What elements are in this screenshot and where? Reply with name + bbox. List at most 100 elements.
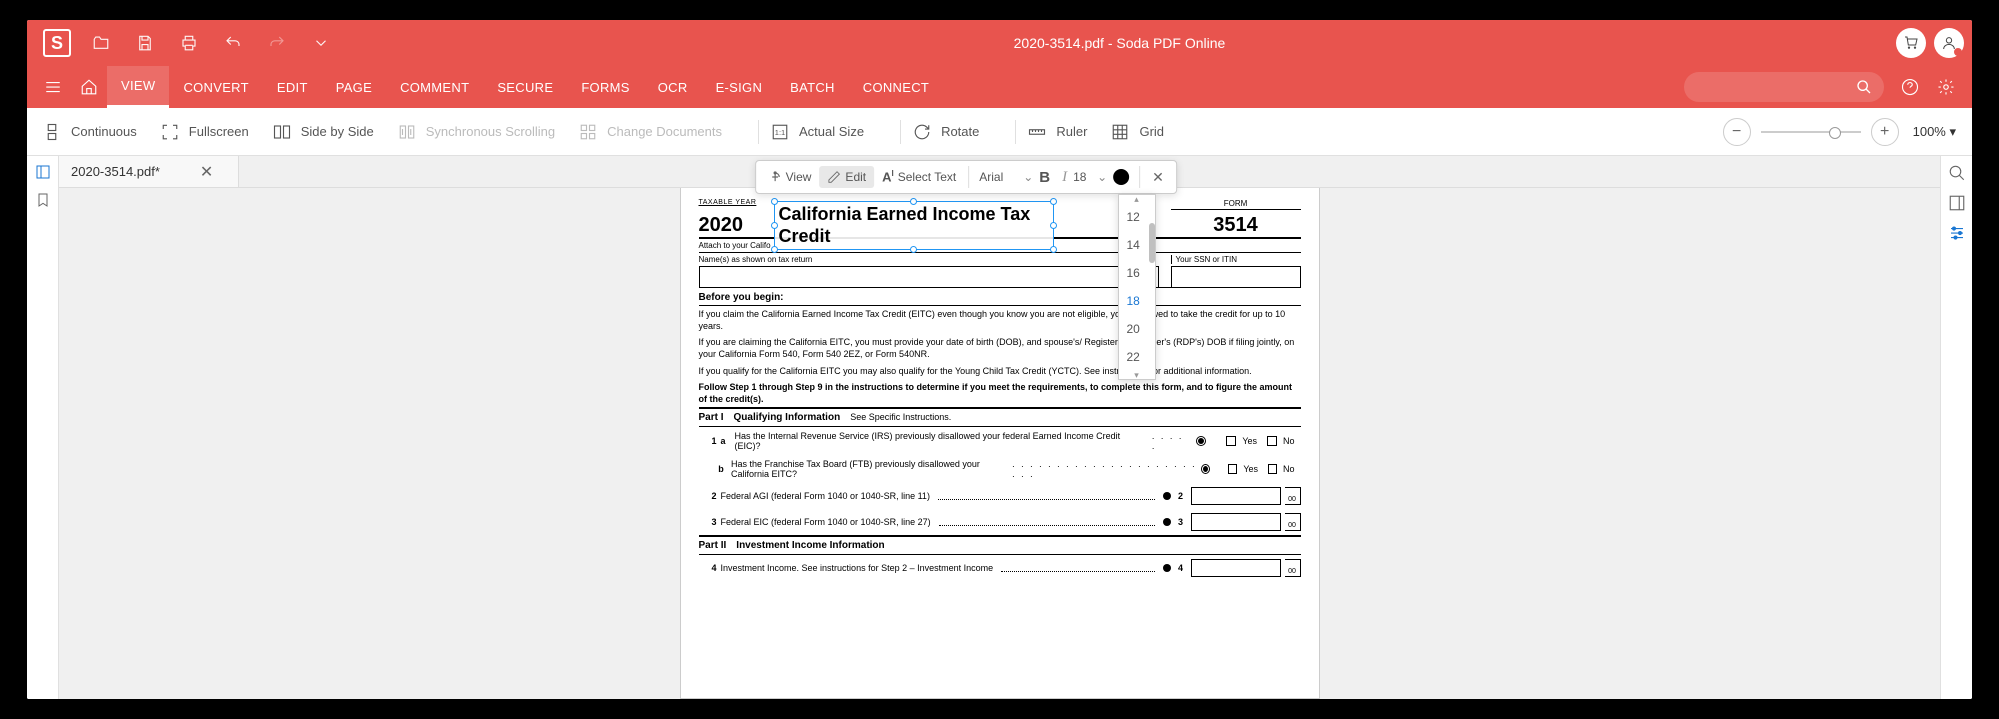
- part1-title: Qualifying Information: [734, 412, 841, 423]
- view-toolbar: Continuous Fullscreen Side by Side Synch…: [27, 108, 1972, 156]
- font-dropdown-icon[interactable]: ⌄: [1023, 170, 1033, 184]
- size-dropdown-icon[interactable]: ⌄: [1097, 170, 1107, 184]
- menu-comment[interactable]: COMMENT: [386, 66, 483, 108]
- adjust-panel-icon[interactable]: [1948, 224, 1966, 242]
- zoom-out-button[interactable]: −: [1723, 118, 1751, 146]
- q1b-yes[interactable]: [1228, 464, 1237, 474]
- left-rail: [27, 156, 59, 699]
- form-number: 3514: [1171, 214, 1301, 237]
- menu-forms[interactable]: FORMS: [567, 66, 643, 108]
- tab-filename: 2020-3514.pdf*: [71, 164, 160, 179]
- rotate-button[interactable]: Rotate: [913, 123, 979, 141]
- menu-secure[interactable]: SECURE: [483, 66, 567, 108]
- redo-icon[interactable]: [261, 27, 293, 59]
- italic-button[interactable]: I: [1056, 167, 1073, 188]
- name-input[interactable]: [699, 266, 1159, 287]
- menu-batch[interactable]: BATCH: [776, 66, 849, 108]
- layout-panel-icon[interactable]: [1948, 194, 1966, 212]
- document-tab[interactable]: 2020-3514.pdf* ✕: [59, 156, 239, 187]
- user-button[interactable]: [1934, 28, 1964, 58]
- home-icon[interactable]: [71, 69, 107, 105]
- para-2: If you are claiming the California EITC,…: [699, 334, 1301, 362]
- edit-mode-button[interactable]: Edit: [819, 166, 874, 188]
- select-text-button[interactable]: AI Select Text: [874, 165, 964, 188]
- search-box[interactable]: [1684, 72, 1884, 102]
- q1b-radio[interactable]: [1201, 464, 1210, 474]
- menu-convert[interactable]: CONVERT: [169, 66, 262, 108]
- continuous-button[interactable]: Continuous: [43, 123, 137, 141]
- more-icon[interactable]: [305, 27, 337, 59]
- menubar: VIEW CONVERT EDIT PAGE COMMENT SECURE FO…: [27, 66, 1972, 108]
- q2-amount[interactable]: [1191, 487, 1281, 505]
- bookmark-icon[interactable]: [35, 192, 51, 208]
- panel-icon[interactable]: [35, 164, 51, 180]
- zoom-value[interactable]: 100% ▾: [1913, 124, 1956, 140]
- color-picker[interactable]: [1113, 169, 1129, 185]
- actualsize-button[interactable]: 1:1Actual Size: [771, 123, 864, 141]
- size-option[interactable]: 16: [1119, 259, 1155, 287]
- font-size-value[interactable]: 18: [1073, 170, 1097, 184]
- menu-page[interactable]: PAGE: [322, 66, 386, 108]
- zoom-in-button[interactable]: +: [1871, 118, 1899, 146]
- ruler-button[interactable]: Ruler: [1028, 123, 1087, 141]
- fullscreen-button[interactable]: Fullscreen: [161, 123, 249, 141]
- view-mode-button[interactable]: View: [760, 166, 820, 188]
- q2-text: Federal AGI (federal Form 1040 or 1040-S…: [721, 491, 930, 501]
- para-1: If you claim the California Earned Incom…: [699, 306, 1301, 334]
- syncscroll-button: Synchronous Scrolling: [398, 123, 555, 141]
- grid-button[interactable]: Grid: [1111, 123, 1164, 141]
- svg-text:1:1: 1:1: [775, 128, 785, 137]
- q1a-no[interactable]: [1267, 436, 1277, 446]
- names-label: Name(s) as shown on tax return: [699, 255, 813, 264]
- part2-title: Investment Income Information: [736, 540, 884, 551]
- q1b-text: Has the Franchise Tax Board (FTB) previo…: [731, 459, 1008, 479]
- changedocs-button: Change Documents: [579, 123, 722, 141]
- menu-connect[interactable]: CONNECT: [849, 66, 943, 108]
- print-icon[interactable]: [173, 27, 205, 59]
- sidebyside-button[interactable]: Side by Side: [273, 123, 374, 141]
- q1b-no[interactable]: [1268, 464, 1277, 474]
- open-icon[interactable]: [85, 27, 117, 59]
- menu-edit[interactable]: EDIT: [263, 66, 322, 108]
- size-option[interactable]: 22: [1119, 343, 1155, 371]
- q4-amount[interactable]: [1191, 559, 1281, 577]
- part1-sub: See Specific Instructions.: [850, 412, 951, 423]
- menu-view[interactable]: VIEW: [107, 66, 169, 108]
- q3-amount[interactable]: [1191, 513, 1281, 531]
- save-icon[interactable]: [129, 27, 161, 59]
- tab-close-icon[interactable]: ✕: [200, 162, 213, 182]
- app-logo[interactable]: S: [43, 29, 71, 57]
- pdf-page[interactable]: TAXABLE YEAR 2020 FORM 3514 California E…: [680, 160, 1320, 699]
- zoom-slider[interactable]: [1761, 131, 1861, 133]
- menu-ocr[interactable]: OCR: [644, 66, 702, 108]
- ssn-label: Your SSN or ITIN: [1171, 255, 1301, 264]
- right-rail: [1940, 156, 1972, 699]
- titlebar: S 2020-3514.pdf - Soda PDF Online: [27, 20, 1972, 66]
- edit-toolbar: View Edit AI Select Text Arial ⌄ B I 18 …: [755, 160, 1177, 194]
- para-3: If you qualify for the California EITC y…: [699, 363, 1301, 379]
- text-selection[interactable]: California Earned Income Tax Credit: [774, 201, 1054, 250]
- q1a-radio[interactable]: [1196, 436, 1206, 446]
- close-toolbar-button[interactable]: ✕: [1144, 165, 1172, 190]
- hamburger-icon[interactable]: [35, 69, 71, 105]
- form-label: FORM: [1171, 199, 1301, 210]
- settings-icon[interactable]: [1928, 69, 1964, 105]
- help-icon[interactable]: [1892, 69, 1928, 105]
- undo-icon[interactable]: [217, 27, 249, 59]
- q1a-yes[interactable]: [1226, 436, 1236, 446]
- before-begin-header: Before you begin:: [699, 288, 1301, 306]
- q3-text: Federal EIC (federal Form 1040 or 1040-S…: [721, 517, 931, 527]
- taxable-year-label: TAXABLE YEAR: [699, 199, 769, 206]
- search-panel-icon[interactable]: [1948, 164, 1966, 182]
- bold-button[interactable]: B: [1033, 167, 1056, 188]
- menu-esign[interactable]: E-SIGN: [702, 66, 777, 108]
- q1a-text: Has the Internal Revenue Service (IRS) p…: [734, 431, 1147, 451]
- font-select[interactable]: Arial: [973, 168, 1023, 186]
- tax-year: 2020: [699, 214, 769, 237]
- ssn-input[interactable]: [1171, 266, 1301, 287]
- q4-text: Investment Income. See instructions for …: [721, 563, 994, 573]
- size-option[interactable]: 20: [1119, 315, 1155, 343]
- para-4: Follow Step 1 through Step 9 in the inst…: [699, 379, 1301, 407]
- size-option[interactable]: 18: [1119, 287, 1155, 315]
- cart-button[interactable]: [1896, 28, 1926, 58]
